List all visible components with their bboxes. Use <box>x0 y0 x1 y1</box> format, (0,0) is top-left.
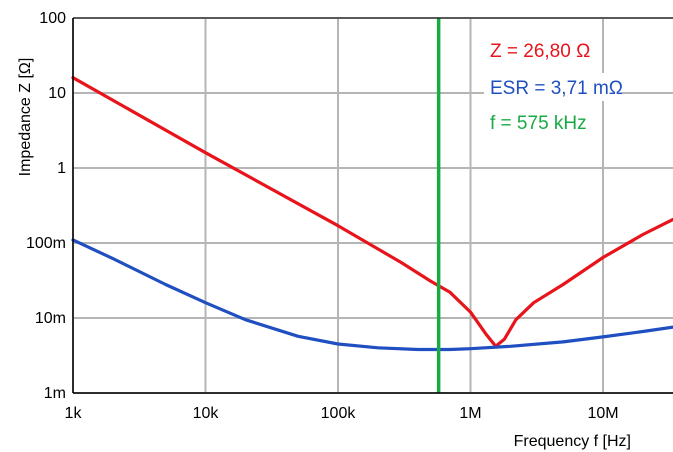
y-tick-label: 1 <box>57 160 66 177</box>
x-tick-label: 1M <box>459 405 481 422</box>
annotation-text: ESR = 3,71 mΩ <box>490 78 623 99</box>
x-tick-label: 10k <box>193 405 220 422</box>
y-axis-label: Impedance Z [Ω] <box>17 58 34 177</box>
x-tick-label: 10M <box>587 405 618 422</box>
x-tick-labels: 1k 10k 100k 1M 10M <box>65 405 619 422</box>
annotation-background <box>484 36 601 64</box>
y-tick-label: 100 <box>39 10 66 27</box>
x-axis-label: Frequency f [Hz] <box>514 433 631 450</box>
y-tick-labels: 100 10 1 100m 10m 1m <box>26 10 66 402</box>
annotation-background <box>484 108 601 136</box>
annotation-text: f = 575 kHz <box>490 113 587 134</box>
series-line-2 <box>71 238 673 352</box>
series-line-1 <box>71 76 673 348</box>
series-layer <box>71 18 673 393</box>
y-tick-label: 100m <box>26 235 66 252</box>
y-tick-label: 1m <box>44 385 66 402</box>
x-tick-label: 1k <box>65 405 83 422</box>
annotation-background <box>484 73 622 101</box>
x-tick-label: 100k <box>321 405 357 422</box>
annotations: Z = 26,80 Ω ESR = 3,71 mΩ f = 575 kHz <box>484 36 623 136</box>
plot-frame <box>72 17 673 394</box>
annotation-text: Z = 26,80 Ω <box>490 41 590 62</box>
y-tick-label: 10m <box>35 310 66 327</box>
y-tick-label: 10 <box>48 85 66 102</box>
